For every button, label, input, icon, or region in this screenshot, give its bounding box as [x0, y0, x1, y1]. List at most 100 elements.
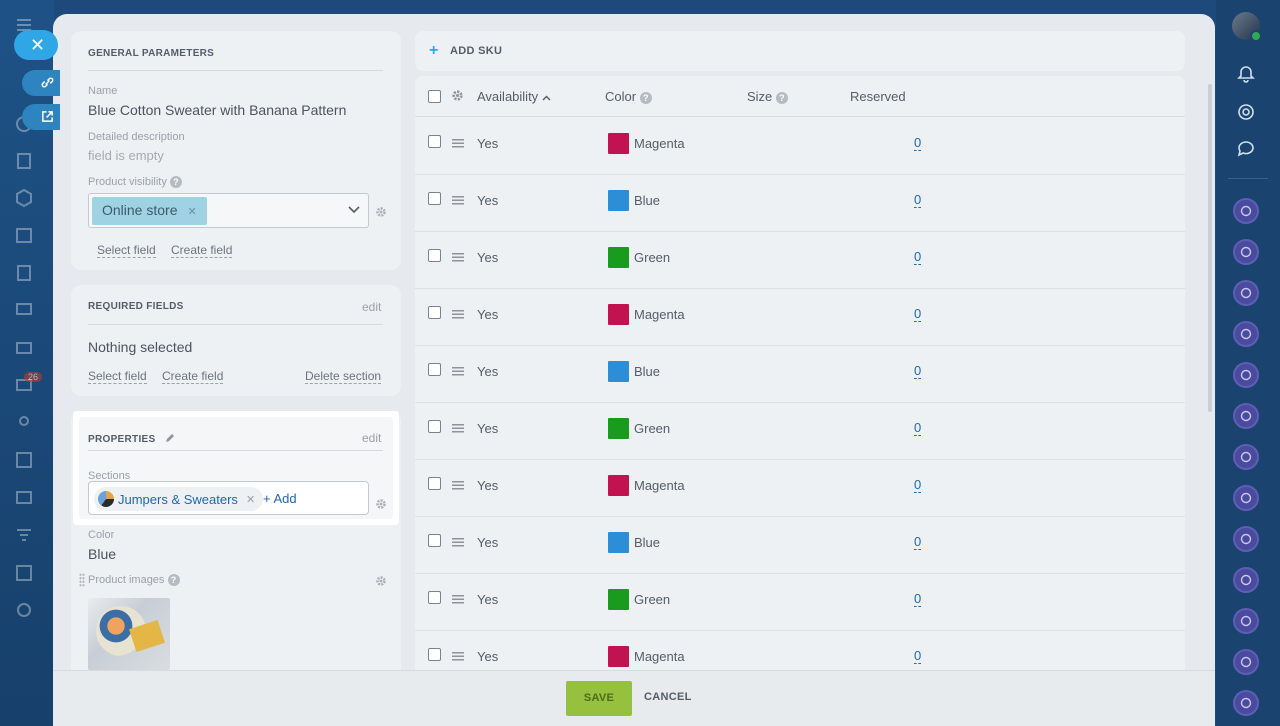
- target-icon[interactable]: [1233, 99, 1259, 125]
- row-checkbox[interactable]: [428, 249, 441, 262]
- availability-cell[interactable]: Yes: [477, 478, 499, 493]
- help-icon[interactable]: ?: [775, 92, 788, 104]
- color-cell[interactable]: Magenta: [634, 307, 685, 322]
- select-field-link[interactable]: Select field: [88, 369, 147, 384]
- availability-cell[interactable]: Yes: [477, 136, 499, 151]
- reserved-link[interactable]: 0: [914, 135, 922, 151]
- create-field-link[interactable]: Create field: [171, 243, 233, 258]
- drag-handle-icon[interactable]: [452, 139, 464, 148]
- color-cell[interactable]: Green: [634, 250, 671, 265]
- close-slider-button[interactable]: ✕: [14, 30, 58, 60]
- color-value[interactable]: Blue: [88, 546, 117, 562]
- help-icon[interactable]: ?: [639, 92, 652, 104]
- drag-handle-icon[interactable]: [79, 573, 85, 587]
- hexagon-icon[interactable]: [15, 188, 33, 208]
- openlines-icon[interactable]: [1233, 321, 1259, 347]
- drag-handle-icon[interactable]: [452, 310, 464, 319]
- openlines-icon[interactable]: [1233, 485, 1259, 511]
- availability-cell[interactable]: Yes: [477, 649, 499, 664]
- reserved-link[interactable]: 0: [914, 192, 922, 208]
- description-value[interactable]: field is empty: [88, 148, 164, 163]
- drag-handle-icon[interactable]: [452, 367, 464, 376]
- drag-handle-icon[interactable]: [452, 196, 464, 205]
- visibility-select[interactable]: Online store ✕: [88, 193, 369, 228]
- add-sku-bar[interactable]: + ADD SKU: [415, 31, 1185, 71]
- drag-handle-icon[interactable]: [452, 652, 464, 661]
- users-icon[interactable]: [15, 414, 33, 432]
- name-value[interactable]: Blue Cotton Sweater with Banana Pattern: [88, 102, 347, 118]
- copy-link-button[interactable]: [22, 70, 60, 96]
- remove-chip-icon[interactable]: ✕: [187, 206, 197, 218]
- product-image-thumbnail[interactable]: [88, 598, 170, 670]
- add-section-link[interactable]: + Add: [263, 491, 297, 506]
- delete-section-link[interactable]: Delete section: [305, 369, 382, 384]
- calendar-icon[interactable]: [15, 226, 33, 244]
- grid-icon[interactable]: [15, 564, 33, 582]
- gear-icon[interactable]: [451, 89, 464, 102]
- openlines-icon[interactable]: [1233, 280, 1259, 306]
- settings-icon[interactable]: [15, 601, 33, 619]
- openlines-icon[interactable]: [1233, 444, 1259, 470]
- filter-icon[interactable]: [15, 526, 33, 544]
- sections-input[interactable]: Jumpers & Sweaters ✕ + Add: [88, 481, 369, 515]
- gear-icon[interactable]: [375, 497, 387, 509]
- create-field-link[interactable]: Create field: [162, 369, 224, 384]
- open-new-window-button[interactable]: [22, 104, 60, 130]
- openlines-icon[interactable]: [1233, 567, 1259, 593]
- color-cell[interactable]: Magenta: [634, 649, 685, 664]
- color-cell[interactable]: Magenta: [634, 136, 685, 151]
- row-checkbox[interactable]: [428, 306, 441, 319]
- required-edit-link[interactable]: edit: [362, 300, 382, 314]
- openlines-icon[interactable]: [1233, 239, 1259, 265]
- reserved-link[interactable]: 0: [914, 249, 922, 265]
- column-availability[interactable]: Availability: [477, 89, 551, 104]
- row-checkbox[interactable]: [428, 363, 441, 376]
- monitor-icon[interactable]: [15, 301, 33, 319]
- color-cell[interactable]: Green: [634, 421, 671, 436]
- document-icon[interactable]: [15, 152, 33, 170]
- reserved-link[interactable]: 0: [914, 534, 922, 550]
- openlines-icon[interactable]: [1233, 526, 1259, 552]
- drag-handle-icon[interactable]: [452, 253, 464, 262]
- color-cell[interactable]: Blue: [634, 364, 661, 379]
- column-color[interactable]: Color ?: [605, 89, 652, 104]
- row-checkbox[interactable]: [428, 648, 441, 661]
- openlines-icon[interactable]: [1233, 690, 1259, 716]
- gear-icon[interactable]: [375, 205, 387, 217]
- availability-cell[interactable]: Yes: [477, 307, 499, 322]
- openlines-icon[interactable]: [1233, 362, 1259, 388]
- user-avatar[interactable]: [1232, 12, 1262, 42]
- row-checkbox[interactable]: [428, 135, 441, 148]
- help-icon[interactable]: ?: [167, 574, 180, 586]
- tasks-icon[interactable]: [15, 451, 33, 469]
- reserved-link[interactable]: 0: [914, 477, 922, 493]
- select-all-checkbox[interactable]: [428, 90, 441, 103]
- card-icon[interactable]: [15, 339, 33, 357]
- gear-icon[interactable]: [375, 574, 387, 586]
- drag-handle-icon[interactable]: [452, 538, 464, 547]
- availability-cell[interactable]: Yes: [477, 592, 499, 607]
- row-checkbox[interactable]: [428, 477, 441, 490]
- drag-handle-icon[interactable]: [452, 595, 464, 604]
- properties-edit-link[interactable]: edit: [362, 431, 382, 445]
- pencil-icon[interactable]: [165, 433, 175, 443]
- reserved-link[interactable]: 0: [914, 420, 922, 436]
- color-cell[interactable]: Green: [634, 592, 671, 607]
- help-icon[interactable]: ?: [169, 176, 182, 188]
- bell-icon[interactable]: [1233, 61, 1259, 87]
- availability-cell[interactable]: Yes: [477, 364, 499, 379]
- scrollbar[interactable]: [1208, 84, 1212, 412]
- file-icon[interactable]: [15, 264, 33, 282]
- column-size[interactable]: Size ?: [747, 89, 788, 104]
- chat-bubble-icon[interactable]: [1233, 136, 1259, 162]
- openlines-icon[interactable]: [1233, 198, 1259, 224]
- cancel-button[interactable]: CANCEL: [644, 691, 692, 703]
- color-cell[interactable]: Blue: [634, 193, 661, 208]
- color-cell[interactable]: Blue: [634, 535, 661, 550]
- remove-section-icon[interactable]: ✕: [245, 493, 256, 506]
- availability-cell[interactable]: Yes: [477, 535, 499, 550]
- reserved-link[interactable]: 0: [914, 591, 922, 607]
- row-checkbox[interactable]: [428, 591, 441, 604]
- availability-cell[interactable]: Yes: [477, 421, 499, 436]
- openlines-icon[interactable]: [1233, 649, 1259, 675]
